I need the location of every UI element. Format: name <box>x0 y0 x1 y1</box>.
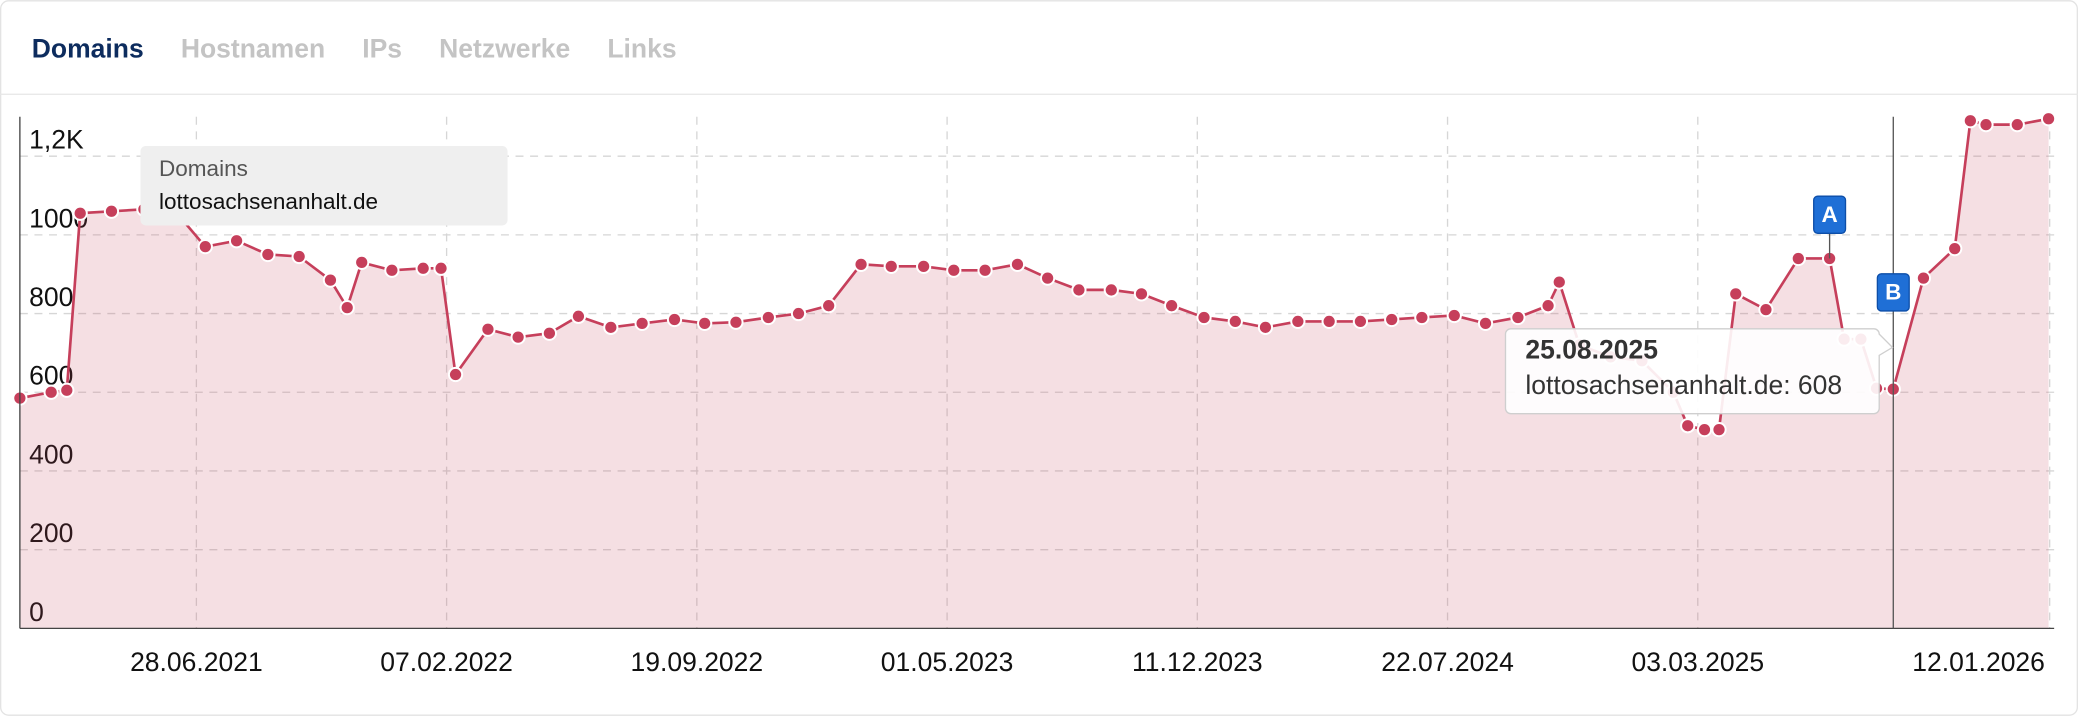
legend-title: Domains <box>159 156 248 181</box>
point[interactable] <box>197 239 213 255</box>
point[interactable] <box>447 366 464 383</box>
x-tick-label: 12.01.2026 <box>1912 647 2045 677</box>
point[interactable] <box>790 305 807 322</box>
point[interactable] <box>322 272 339 288</box>
point[interactable] <box>415 260 431 276</box>
y-tick-label: 400 <box>29 439 73 469</box>
legend-entry: lottosachsenanhalt.de <box>159 189 378 214</box>
tab-bar: Domains Hostnamen IPs Netzwerke Links <box>32 34 677 64</box>
x-tick-label: 01.05.2023 <box>881 647 1014 677</box>
point[interactable] <box>570 308 587 324</box>
point[interactable] <box>760 309 776 326</box>
flag-label: B <box>1885 280 1901 305</box>
x-tick-label: 07.02.2022 <box>380 647 513 677</box>
point[interactable] <box>1352 313 1369 330</box>
point[interactable] <box>1257 319 1274 335</box>
x-tick-label: 22.07.2024 <box>1381 647 1514 677</box>
y-tick-label: 800 <box>29 282 73 312</box>
flag[interactable] <box>1876 273 1910 312</box>
point[interactable] <box>666 311 683 328</box>
point[interactable] <box>821 298 837 314</box>
point[interactable] <box>1680 418 1696 434</box>
tab[interactable]: Domains <box>32 34 144 64</box>
point[interactable] <box>510 329 526 345</box>
tooltip-box <box>1504 328 1894 415</box>
point[interactable] <box>1477 315 1494 332</box>
point[interactable] <box>1790 250 1806 267</box>
tab[interactable]: Hostnamen <box>181 34 325 64</box>
point[interactable] <box>853 256 869 272</box>
point[interactable] <box>916 258 932 274</box>
point[interactable] <box>354 254 370 271</box>
point[interactable] <box>1009 256 1026 272</box>
point[interactable] <box>433 260 449 276</box>
tooltip-title: 25.08.2025 <box>1525 334 1658 364</box>
point[interactable] <box>480 321 496 337</box>
y-tick-label: 0 <box>29 597 44 627</box>
point[interactable] <box>260 246 276 263</box>
point[interactable] <box>1711 422 1727 438</box>
point[interactable] <box>1196 309 1212 326</box>
point[interactable] <box>541 325 558 341</box>
point[interactable] <box>72 205 88 221</box>
point[interactable] <box>1696 422 1713 438</box>
point[interactable] <box>1133 286 1150 302</box>
point[interactable] <box>1510 309 1526 326</box>
x-tick-label: 19.09.2022 <box>631 647 764 677</box>
point[interactable] <box>228 233 245 249</box>
tab[interactable]: Links <box>607 34 676 64</box>
point[interactable] <box>697 315 713 332</box>
tab[interactable]: IPs <box>362 34 402 64</box>
point[interactable] <box>1321 313 1337 330</box>
point[interactable] <box>1103 282 1119 298</box>
point[interactable] <box>1915 270 1932 286</box>
point[interactable] <box>977 262 993 278</box>
x-tick-label: 28.06.2021 <box>130 647 263 677</box>
point[interactable] <box>1962 113 1978 129</box>
y-tick-label: 200 <box>29 518 73 548</box>
point[interactable] <box>2009 117 2025 133</box>
point[interactable] <box>1728 286 1744 302</box>
x-tick-label: 11.12.2023 <box>1132 647 1263 677</box>
point[interactable] <box>1947 241 1963 257</box>
point[interactable] <box>103 203 120 219</box>
point[interactable] <box>946 262 962 278</box>
point[interactable] <box>603 319 619 335</box>
point[interactable] <box>291 248 307 265</box>
point[interactable] <box>1164 298 1180 314</box>
point[interactable] <box>1540 298 1556 314</box>
point[interactable] <box>1227 313 1243 330</box>
y-tick-label: 1,2K <box>29 125 84 155</box>
flag[interactable] <box>1813 195 1847 234</box>
area <box>19 118 2049 629</box>
point[interactable] <box>1290 313 1306 330</box>
point[interactable] <box>1758 301 1774 318</box>
flag-label: A <box>1821 202 1837 227</box>
point[interactable] <box>883 258 899 274</box>
point[interactable] <box>339 300 355 316</box>
point[interactable] <box>384 262 400 278</box>
point[interactable] <box>728 314 744 330</box>
point[interactable] <box>1446 307 1462 324</box>
point[interactable] <box>1414 309 1430 326</box>
point[interactable] <box>1551 274 1567 290</box>
point[interactable] <box>43 384 59 400</box>
point[interactable] <box>1978 117 1994 133</box>
point[interactable] <box>1040 270 1056 286</box>
point[interactable] <box>1384 311 1400 328</box>
point[interactable] <box>2040 111 2057 127</box>
legend-box <box>140 145 508 226</box>
tooltip-text: lottosachsenanhalt.de: 608 <box>1525 370 1842 400</box>
point[interactable] <box>59 382 75 398</box>
point[interactable] <box>1071 282 1087 298</box>
point[interactable] <box>634 315 650 332</box>
x-tick-label: 03.03.2025 <box>1631 647 1764 677</box>
tab[interactable]: Netzwerke <box>439 34 570 64</box>
